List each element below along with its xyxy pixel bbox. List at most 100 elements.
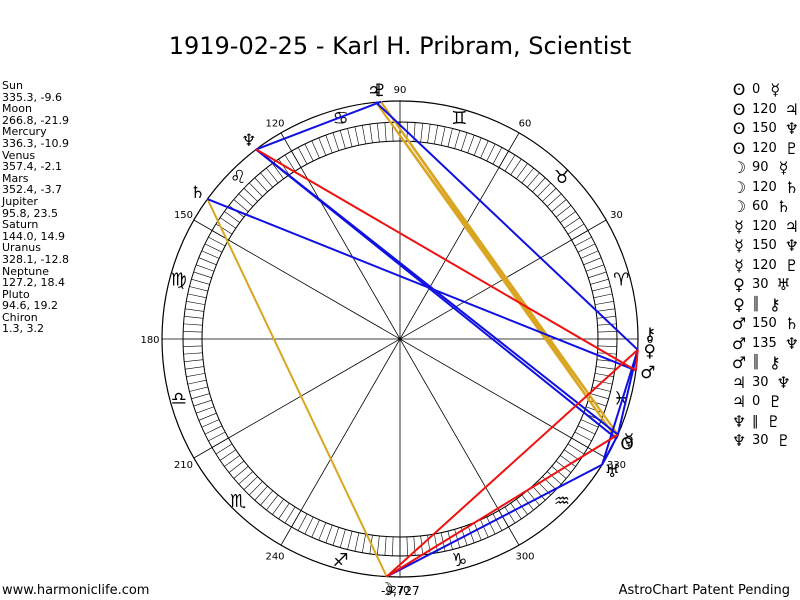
aspect-row: ♆ 30 ♇ bbox=[728, 431, 800, 451]
degree-tick bbox=[467, 134, 475, 154]
degree-tick bbox=[183, 352, 203, 355]
aspect-planet-1-icon: ♆ bbox=[731, 411, 747, 431]
degree-tick bbox=[278, 158, 290, 176]
zodiac-sign-icon: ♊ bbox=[451, 108, 467, 129]
degree-tick bbox=[187, 293, 207, 299]
degree-tick bbox=[215, 443, 233, 455]
degree-tick bbox=[249, 481, 263, 496]
aspect-line bbox=[206, 198, 388, 578]
degree-tick bbox=[571, 230, 589, 241]
zodiac-sign-icon: ♑ bbox=[451, 550, 467, 571]
wheel-spoke bbox=[228, 239, 572, 439]
degree-tick bbox=[583, 257, 602, 266]
aspect-planet-1-icon: ♃ bbox=[731, 372, 747, 392]
aspect-planet-2-icon: ⚷ bbox=[768, 353, 781, 373]
degree-tick bbox=[504, 154, 516, 172]
planet-coords: 335.3, -9.6 bbox=[2, 90, 62, 104]
degree-tick bbox=[546, 471, 562, 485]
degree-tick bbox=[204, 425, 223, 435]
aspect-line bbox=[386, 349, 639, 578]
planet-coords: 352.4, -3.7 bbox=[2, 183, 62, 197]
moon-position-marker: -9,727 bbox=[381, 584, 420, 598]
degree-tick bbox=[297, 513, 308, 531]
degree-tick bbox=[377, 535, 380, 555]
degree-tick bbox=[590, 393, 609, 400]
aspect-planet-2-icon: ♆ bbox=[784, 119, 799, 139]
degree-tick bbox=[195, 264, 215, 272]
degree-tick bbox=[377, 123, 380, 143]
degree-tick bbox=[266, 167, 279, 184]
degree-tick bbox=[266, 494, 279, 511]
zodiac-sign-icon: ♒ bbox=[554, 491, 570, 512]
aspect-value: 0 bbox=[752, 82, 761, 98]
planet-coords: 1.3, 3.2 bbox=[2, 322, 44, 336]
degree-tick bbox=[440, 126, 446, 146]
degree-tick bbox=[504, 506, 516, 524]
aspect-planet-1-icon: ♀ bbox=[733, 275, 745, 295]
aspect-planet-2-icon: ⚷ bbox=[768, 294, 781, 314]
degree-tick bbox=[195, 406, 215, 414]
degree-label: 90 bbox=[394, 85, 407, 96]
zodiac-sign-icon: ♎ bbox=[171, 388, 187, 409]
aspect-planet-1-icon: ♃ bbox=[731, 392, 747, 412]
degree-tick bbox=[560, 211, 576, 223]
aspect-row: ♂ ║ ⚷ bbox=[728, 353, 800, 373]
degree-labels: 0 30 60 90 120 150 180 210 240 270 300 330 bbox=[140, 85, 653, 596]
degree-tick bbox=[325, 524, 333, 544]
degree-tick bbox=[354, 532, 360, 552]
mercury-glyph-icon: ☿ bbox=[624, 430, 634, 450]
degree-tick bbox=[193, 271, 212, 279]
aspect-value: 0 bbox=[752, 394, 761, 410]
degree-tick bbox=[233, 199, 249, 212]
degree-tick bbox=[198, 412, 217, 421]
saturn-glyph-icon: ♄ bbox=[190, 183, 205, 203]
degree-tick bbox=[185, 308, 204, 312]
pluto-glyph-icon: ♇ bbox=[372, 81, 387, 101]
aspect-line bbox=[380, 101, 619, 436]
sun-glyph-icon: ʘ bbox=[620, 434, 633, 454]
degree-tick bbox=[574, 431, 592, 442]
aspect-row: ʘ 150 ♆ bbox=[728, 119, 800, 139]
aspect-planet-2-icon: ☿ bbox=[770, 80, 781, 100]
degree-tick bbox=[304, 516, 314, 535]
aspect-line bbox=[616, 349, 639, 435]
aspect-planet-2-icon: ♆ bbox=[776, 372, 791, 392]
degree-tick bbox=[187, 379, 207, 385]
aspect-planet-2-icon: ☿ bbox=[778, 158, 789, 178]
jupiter-glyph-icon: ♃ bbox=[367, 81, 382, 101]
degree-tick bbox=[597, 323, 617, 326]
degree-tick bbox=[186, 301, 206, 305]
degree-tick bbox=[498, 150, 509, 168]
aspect-line bbox=[255, 100, 382, 151]
planet-name: Pluto bbox=[2, 287, 30, 301]
aspect-value: 120 bbox=[752, 140, 777, 156]
degree-label: 270 bbox=[390, 585, 409, 596]
aspect-row: ♆ ‖ ♇ bbox=[728, 412, 800, 432]
degree-tick bbox=[291, 510, 302, 528]
planet-name: Venus bbox=[2, 148, 36, 162]
aspect-planet-2-icon: ♆ bbox=[784, 236, 799, 256]
degree-tick bbox=[347, 128, 353, 147]
degree-tick bbox=[588, 271, 607, 279]
degree-tick bbox=[189, 386, 208, 392]
degree-tick bbox=[183, 345, 203, 347]
aspect-row: ♃ 0 ♇ bbox=[728, 392, 800, 412]
aspect-value: 120 bbox=[752, 257, 777, 273]
aspect-line bbox=[375, 101, 639, 351]
degree-tick bbox=[454, 130, 461, 149]
planet-coords: 357.4, -2.1 bbox=[2, 160, 62, 174]
aspect-list: ʘ 0 ☿ ʘ 120 ♃ ʘ 150 ♆ ʘ 120 ♇ ☽ 90 ☿ ☽ 120 ♄ ☽ 60 ♄ ☿ 120 ♃ ☿ 150… bbox=[728, 80, 800, 451]
degree-tick bbox=[184, 316, 204, 319]
degree-tick bbox=[201, 419, 220, 428]
aspect-planet-1-icon: ♂ bbox=[731, 333, 747, 353]
aspect-planet-1-icon: ☽ bbox=[731, 197, 747, 217]
aspect-row: ♃ 30 ♆ bbox=[728, 373, 800, 393]
planet-coords: 266.8, -21.9 bbox=[2, 113, 69, 127]
degree-tick bbox=[208, 431, 226, 442]
degree-tick bbox=[577, 243, 596, 253]
aspect-row: ☽ 120 ♄ bbox=[728, 178, 800, 198]
degree-tick bbox=[510, 158, 522, 176]
aspect-planet-1-icon: ♂ bbox=[731, 353, 747, 373]
aspect-line bbox=[386, 433, 619, 578]
degree-tick bbox=[480, 140, 489, 159]
